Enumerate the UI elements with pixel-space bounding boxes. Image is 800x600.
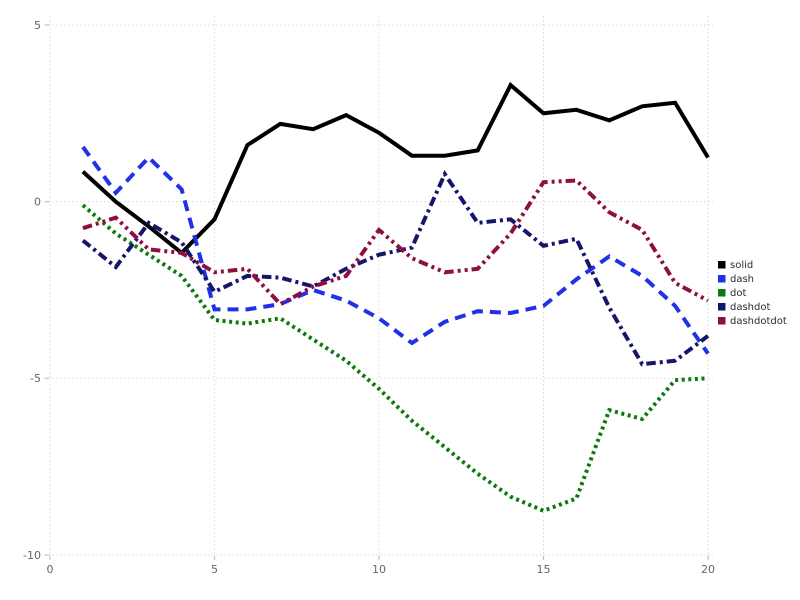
x-tick-label: 10 xyxy=(372,563,386,576)
y-tick-label: -10 xyxy=(23,549,41,562)
y-tick-label: 5 xyxy=(34,19,41,32)
y-tick-label: -5 xyxy=(30,372,41,385)
x-tick-label: 5 xyxy=(211,563,218,576)
legend-label-solid: solid xyxy=(730,260,753,271)
y-tick-label: 0 xyxy=(34,195,41,208)
tick-marks xyxy=(44,24,709,560)
legend-label-dot: dot xyxy=(730,288,746,299)
series-solid-line xyxy=(81,81,710,256)
legend-swatch-dash xyxy=(718,275,726,283)
legend-label-dashdot: dashdot xyxy=(730,302,770,313)
legend-swatch-dashdotdot xyxy=(718,317,726,325)
x-tick-label: 0 xyxy=(47,563,54,576)
legend-label-dashdotdot: dashdotdot xyxy=(730,316,787,327)
legend-swatch-dot xyxy=(718,289,726,297)
legend-swatch-dashdot xyxy=(718,303,726,311)
tick-labels: -10 -5 0 5 0 5 10 15 20 xyxy=(23,19,715,576)
legend-swatch-solid xyxy=(718,261,726,269)
x-tick-label: 20 xyxy=(701,563,715,576)
series-dashdotdot-line xyxy=(82,178,709,307)
x-tick-label: 15 xyxy=(537,563,551,576)
series-dashdot-line xyxy=(81,169,710,367)
series-dash-line xyxy=(81,145,710,355)
gridlines xyxy=(48,16,713,556)
series-group xyxy=(81,81,710,513)
legend-label-dash: dash xyxy=(730,274,754,285)
